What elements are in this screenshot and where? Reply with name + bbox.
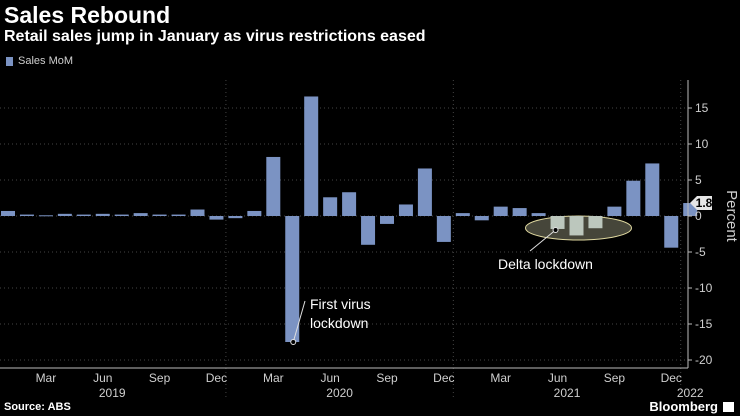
bar-2019-09 xyxy=(152,214,167,216)
chart-subtitle: Retail sales jump in January as virus re… xyxy=(4,28,426,45)
bar-2021-08 xyxy=(588,216,603,229)
last-value-label: 1.8 xyxy=(696,196,713,210)
bar-2021-11 xyxy=(645,163,660,216)
annotation-text-first-virus: First virus xyxy=(310,296,371,312)
chart-title: Sales Rebound xyxy=(4,2,171,28)
bar-2019-01 xyxy=(1,210,15,216)
bar-2019-06 xyxy=(95,213,110,216)
brand-logo: Bloomberg xyxy=(649,399,718,414)
bar-2021-09 xyxy=(607,206,622,216)
x-month-label: Sep xyxy=(149,371,171,385)
bar-2020-05 xyxy=(304,96,319,216)
bar-2021-05 xyxy=(531,213,546,216)
x-year-label: 2020 xyxy=(326,386,353,400)
bar-2020-03 xyxy=(266,156,281,216)
y-tick-label: -15 xyxy=(695,317,713,331)
annotation-text-first-virus: lockdown xyxy=(310,315,368,331)
bar-2019-08 xyxy=(133,213,148,216)
bar-2021-01 xyxy=(455,213,470,216)
bar-2019-02 xyxy=(19,214,34,216)
bar-2021-03 xyxy=(493,206,508,216)
bar-2020-02 xyxy=(247,210,262,216)
x-month-label: Mar xyxy=(490,371,511,385)
bar-2021-04 xyxy=(512,208,527,216)
x-month-label: Jun xyxy=(93,371,112,385)
brand-icon xyxy=(723,402,734,412)
x-month-label: Dec xyxy=(206,371,227,385)
annotation-point-first-virus xyxy=(290,339,297,345)
bar-2019-11 xyxy=(190,209,205,216)
bar-2020-10 xyxy=(398,204,413,216)
bar-2020-01 xyxy=(228,216,243,219)
bar-2019-03 xyxy=(38,215,53,217)
x-month-label: Dec xyxy=(661,371,682,385)
y-tick-label: 5 xyxy=(695,173,702,187)
bar-2019-10 xyxy=(171,214,186,216)
x-year-label: 2022 xyxy=(677,386,704,400)
source-note: Source: ABS xyxy=(4,401,71,413)
bar-2020-11 xyxy=(417,168,432,216)
x-month-label: Sep xyxy=(604,371,626,385)
bar-2019-04 xyxy=(57,213,72,216)
bar-2021-12 xyxy=(664,216,679,248)
y-tick-label: -20 xyxy=(695,353,713,367)
annotation-leader-first-virus xyxy=(292,300,306,343)
x-month-label: Dec xyxy=(433,371,454,385)
legend-label: Sales MoM xyxy=(18,55,74,67)
y-tick-label: -5 xyxy=(695,245,706,259)
annotation-leader-delta xyxy=(529,229,556,252)
bar-2019-05 xyxy=(76,214,91,216)
bar-2020-06 xyxy=(323,197,338,216)
last-value-badge xyxy=(690,196,712,211)
x-month-label: Mar xyxy=(36,371,57,385)
bar-2020-08 xyxy=(361,216,376,245)
x-month-label: Mar xyxy=(263,371,284,385)
legend: Sales MoM xyxy=(6,55,73,67)
legend-swatch xyxy=(6,56,13,66)
y-tick-label: -10 xyxy=(695,281,713,295)
x-month-label: Sep xyxy=(376,371,398,385)
bar-2021-02 xyxy=(474,216,489,221)
x-year-label: 2019 xyxy=(99,386,126,400)
annotation-text-delta: Delta lockdown xyxy=(498,256,593,272)
x-year-label: 2021 xyxy=(554,386,581,400)
annotation-point-delta xyxy=(552,227,559,233)
bar-2019-12 xyxy=(209,216,224,220)
x-month-label: Jun xyxy=(548,371,567,385)
bar-2021-07 xyxy=(569,216,584,236)
y-tick-label: 10 xyxy=(695,137,709,151)
bar-2020-04 xyxy=(285,216,300,342)
bar-2021-10 xyxy=(626,180,641,216)
bar-2019-07 xyxy=(114,214,129,216)
bar-2020-07 xyxy=(342,192,357,216)
y-tick-label: 15 xyxy=(695,101,709,115)
bar-2021-06 xyxy=(550,216,565,229)
bar-2020-09 xyxy=(380,216,394,224)
bar-2020-12 xyxy=(436,216,451,242)
y-axis-title: Percent xyxy=(723,190,740,243)
y-tick-label: 0 xyxy=(695,209,702,223)
x-month-label: Jun xyxy=(320,371,339,385)
